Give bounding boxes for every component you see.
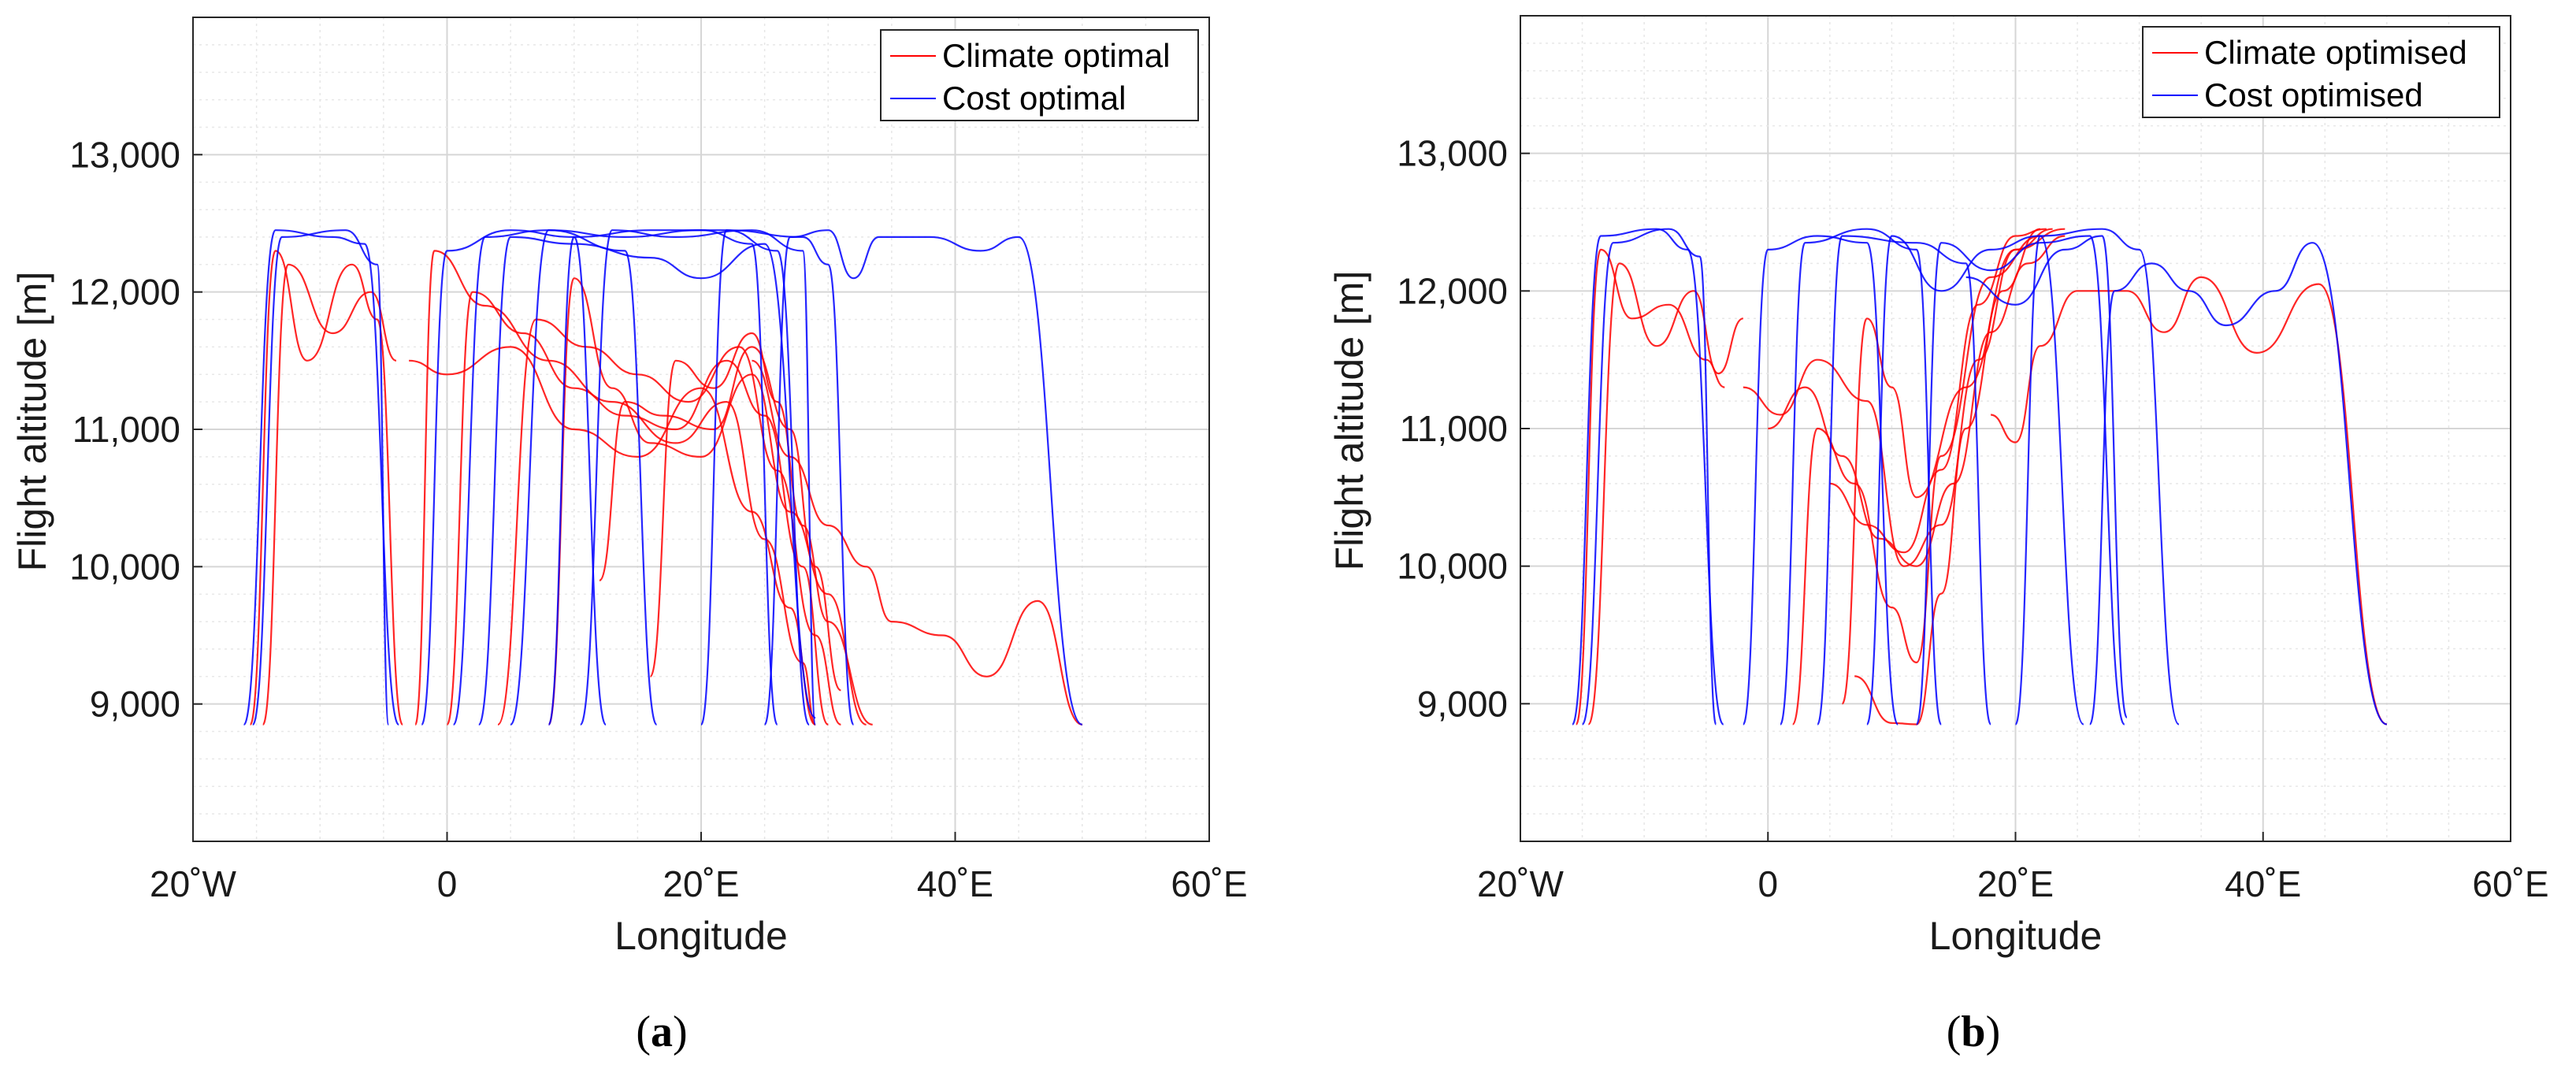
y-tick-label: 10,000 [1397, 546, 1508, 587]
legend-label: Climate optimal [942, 37, 1170, 74]
series-line [649, 332, 873, 726]
series-line [1587, 262, 1744, 726]
x-tick-label: 20˚E [663, 863, 739, 904]
grid [192, 17, 1210, 842]
legend-box [2142, 26, 2500, 118]
y-tick-label: 9,000 [90, 684, 180, 725]
x-tick-label: 40˚E [2225, 863, 2301, 904]
panel-caption: (a) [636, 1008, 687, 1056]
series-line [1865, 235, 2084, 726]
series-line [1841, 228, 2066, 705]
series-line [547, 277, 867, 726]
series-line [1915, 235, 2125, 726]
series-line [1854, 228, 2041, 726]
chart-panel-b: 20˚W 0 20˚E 40˚E 60˚E 9,000 10,000 11,000 12,000… [1327, 15, 2549, 1056]
series-climate [1575, 228, 2388, 726]
series-line [510, 229, 778, 726]
x-axis-title: Longitude [1929, 914, 2103, 958]
series-cost [1571, 228, 2388, 726]
x-tick-label: 60˚E [2472, 863, 2548, 904]
y-tick-label: 10,000 [69, 546, 180, 587]
series-cost [243, 229, 1083, 726]
series-line [1965, 235, 2128, 718]
series-line [1575, 248, 1725, 726]
series-line [763, 229, 1083, 726]
legend: Climate optimised Cost optimised [2142, 26, 2500, 118]
series-line [1779, 228, 1943, 726]
series-line [421, 229, 607, 726]
x-tick-label: 20˚E [1977, 863, 2054, 904]
series-line [409, 346, 816, 726]
panel-caption-letter: a [651, 1008, 673, 1056]
x-tick-label: 20˚W [150, 863, 236, 904]
series-line [249, 250, 404, 726]
chart-panel-a: 20˚W 0 20˚E 40˚E 60˚E 9,000 10,000 11,000 12,000… [10, 17, 1248, 1056]
series-line [251, 229, 390, 726]
series-lines [1571, 228, 2388, 726]
y-tick-label: 13,000 [69, 134, 180, 175]
series-line [1742, 235, 1899, 726]
legend-label: Cost optimal [942, 80, 1126, 117]
y-tick-label: 12,000 [69, 272, 180, 313]
series-line [1817, 235, 1992, 726]
series-lines [243, 229, 1083, 726]
series-line [446, 291, 830, 726]
series-line [496, 318, 841, 726]
x-tick-label: 60˚E [1171, 863, 1247, 904]
legend-label: Climate optimised [2204, 34, 2467, 71]
x-tick-label: 0 [1758, 863, 1778, 904]
series-line [477, 236, 816, 726]
legend-label: Cost optimised [2204, 76, 2423, 113]
series-line [547, 229, 811, 726]
panel-caption-letter: b [1961, 1008, 1985, 1056]
series-line [1581, 228, 1717, 726]
series-line [1571, 228, 1724, 726]
series-line [1768, 235, 2066, 567]
y-tick-label: 11,000 [1400, 408, 1508, 449]
series-line [414, 250, 817, 726]
y-tick-label: 12,000 [1397, 270, 1508, 311]
y-axis-title: Flight altitude [m] [1327, 271, 1372, 571]
y-tick-label: 9,000 [1417, 683, 1508, 724]
series-line [1743, 228, 2053, 567]
series-line [752, 359, 1083, 726]
panel-caption: (b) [1947, 1008, 2000, 1056]
series-line [579, 229, 817, 726]
series-line [2088, 242, 2388, 726]
y-axis-title: Flight altitude [m] [10, 272, 54, 572]
y-tick-label: 13,000 [1397, 133, 1508, 174]
y-tick-label: 11,000 [72, 409, 180, 450]
x-tick-label: 40˚E [917, 863, 993, 904]
series-line [2014, 228, 2180, 726]
x-axis-title: Longitude [614, 914, 788, 958]
x-tick-label: 20˚W [1477, 863, 1564, 904]
legend-box [880, 29, 1199, 121]
x-tick-label: 0 [437, 863, 458, 904]
legend: Climate optimal Cost optimal [880, 29, 1199, 121]
